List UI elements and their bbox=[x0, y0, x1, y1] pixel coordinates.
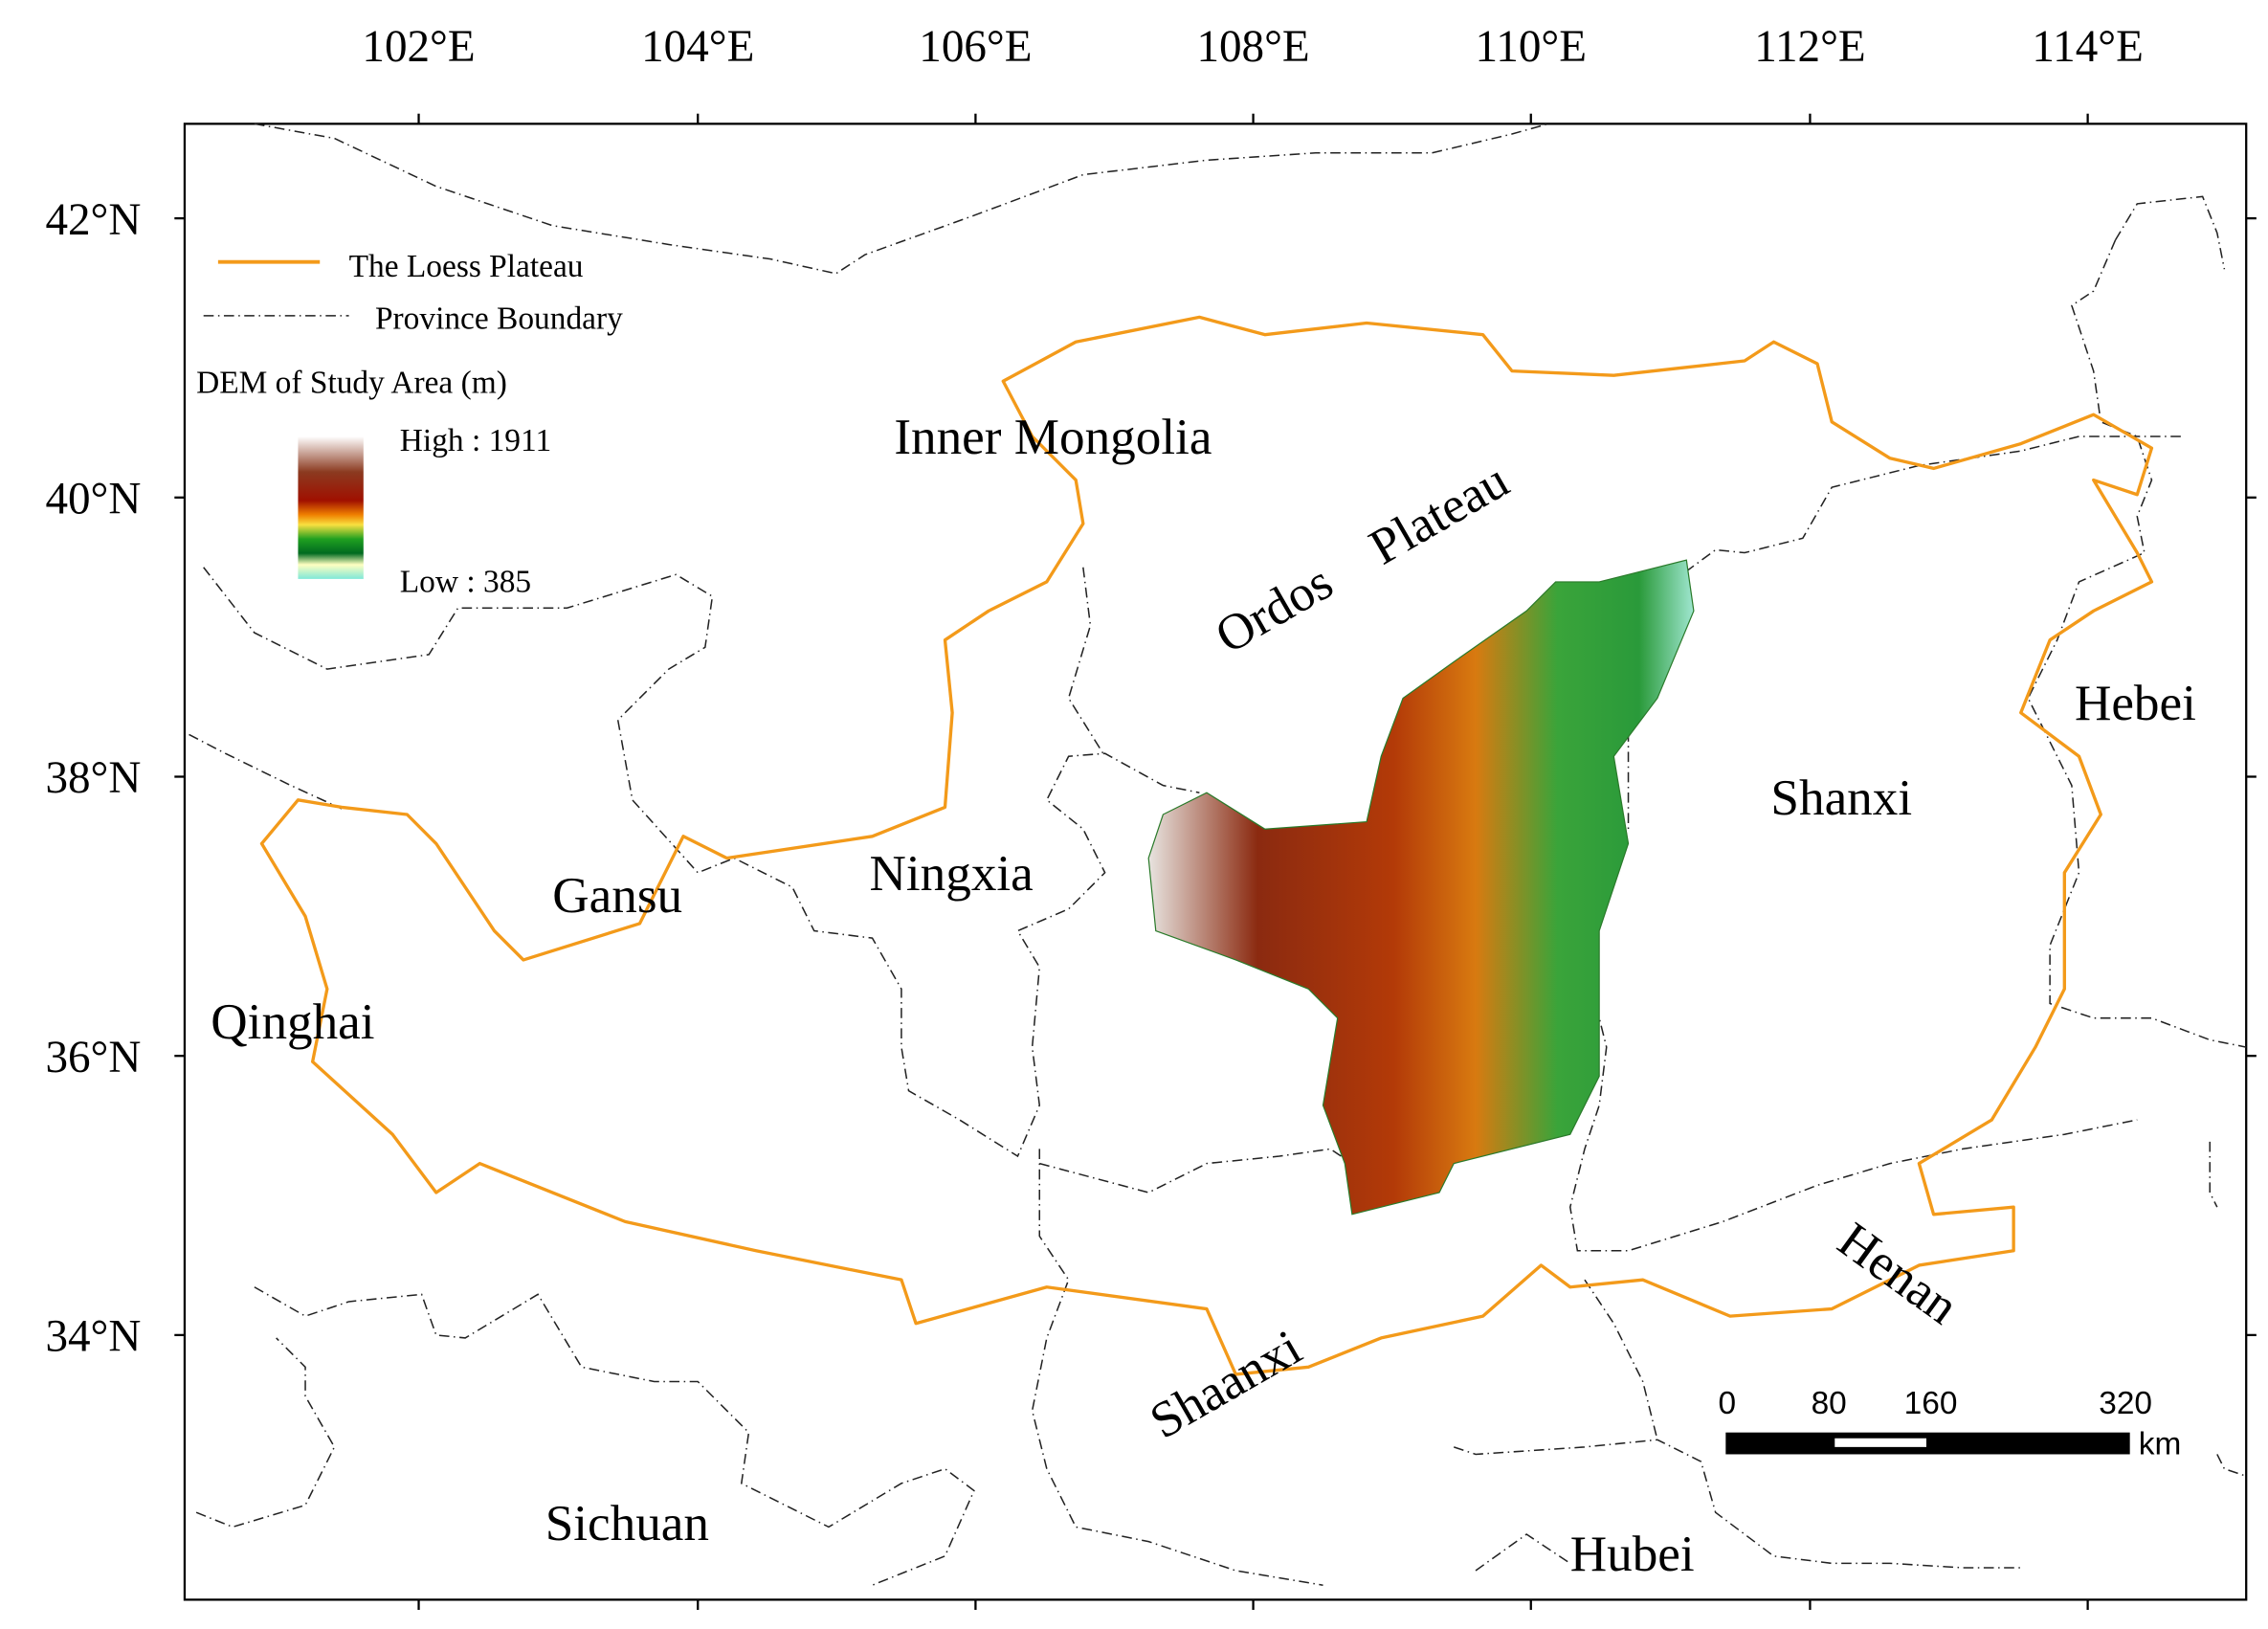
lat-label: 36°N bbox=[45, 1033, 141, 1082]
scale-label: 320 bbox=[2099, 1386, 2152, 1421]
lon-label: 114°E bbox=[2032, 22, 2143, 72]
region-label: Sichuan bbox=[545, 1495, 709, 1551]
region-label: Hebei bbox=[2075, 675, 2196, 731]
scale-bar-segment bbox=[1834, 1438, 1926, 1447]
legend-low: Low : 385 bbox=[400, 565, 531, 600]
legend-high: High : 1911 bbox=[400, 423, 551, 458]
scale-bar-body bbox=[1725, 1432, 2130, 1455]
lon-label: 104°E bbox=[641, 22, 754, 72]
legend-label: The Loess Plateau bbox=[349, 249, 584, 284]
region-label: Qinghai bbox=[211, 993, 374, 1050]
longitude-labels: 102°E 104°E 106°E 108°E 110°E 112°E 114°… bbox=[362, 22, 2143, 72]
province-boundaries bbox=[189, 123, 2247, 1586]
scale-unit: km bbox=[2139, 1426, 2182, 1462]
region-label: Ningxia bbox=[870, 845, 1034, 902]
scale-label: 0 bbox=[1719, 1386, 1737, 1421]
region-label: Gansu bbox=[552, 867, 682, 924]
legend-label: Province Boundary bbox=[375, 301, 623, 337]
scale-bar: 0 80 160 320 km bbox=[1719, 1386, 2182, 1462]
region-label: Hubei bbox=[1570, 1526, 1695, 1582]
legend-title: DEM of Study Area (m) bbox=[196, 365, 507, 400]
lon-label: 102°E bbox=[362, 22, 475, 72]
lat-label: 34°N bbox=[45, 1312, 141, 1362]
scale-label: 160 bbox=[1904, 1386, 1958, 1421]
scale-label: 80 bbox=[1812, 1386, 1847, 1421]
lon-label: 108°E bbox=[1196, 22, 1309, 72]
region-label: Inner Mongolia bbox=[894, 409, 1212, 465]
lon-label: 112°E bbox=[1754, 22, 1865, 72]
lat-label: 38°N bbox=[45, 753, 141, 803]
region-label: Shanxi bbox=[1770, 770, 1912, 826]
ticks bbox=[174, 113, 2257, 1611]
loess-plateau-boundary bbox=[259, 315, 2154, 1376]
lat-label: 42°N bbox=[45, 195, 141, 245]
lon-label: 110°E bbox=[1476, 22, 1587, 72]
lat-label: 40°N bbox=[45, 475, 141, 524]
lon-label: 106°E bbox=[919, 22, 1032, 72]
latitude-labels: 42°N 40°N 38°N 36°N 34°N bbox=[45, 195, 141, 1362]
legend: The Loess Plateau Province Boundary DEM … bbox=[196, 249, 623, 600]
color-bar bbox=[298, 436, 364, 579]
dem-study-area bbox=[1147, 559, 1695, 1216]
